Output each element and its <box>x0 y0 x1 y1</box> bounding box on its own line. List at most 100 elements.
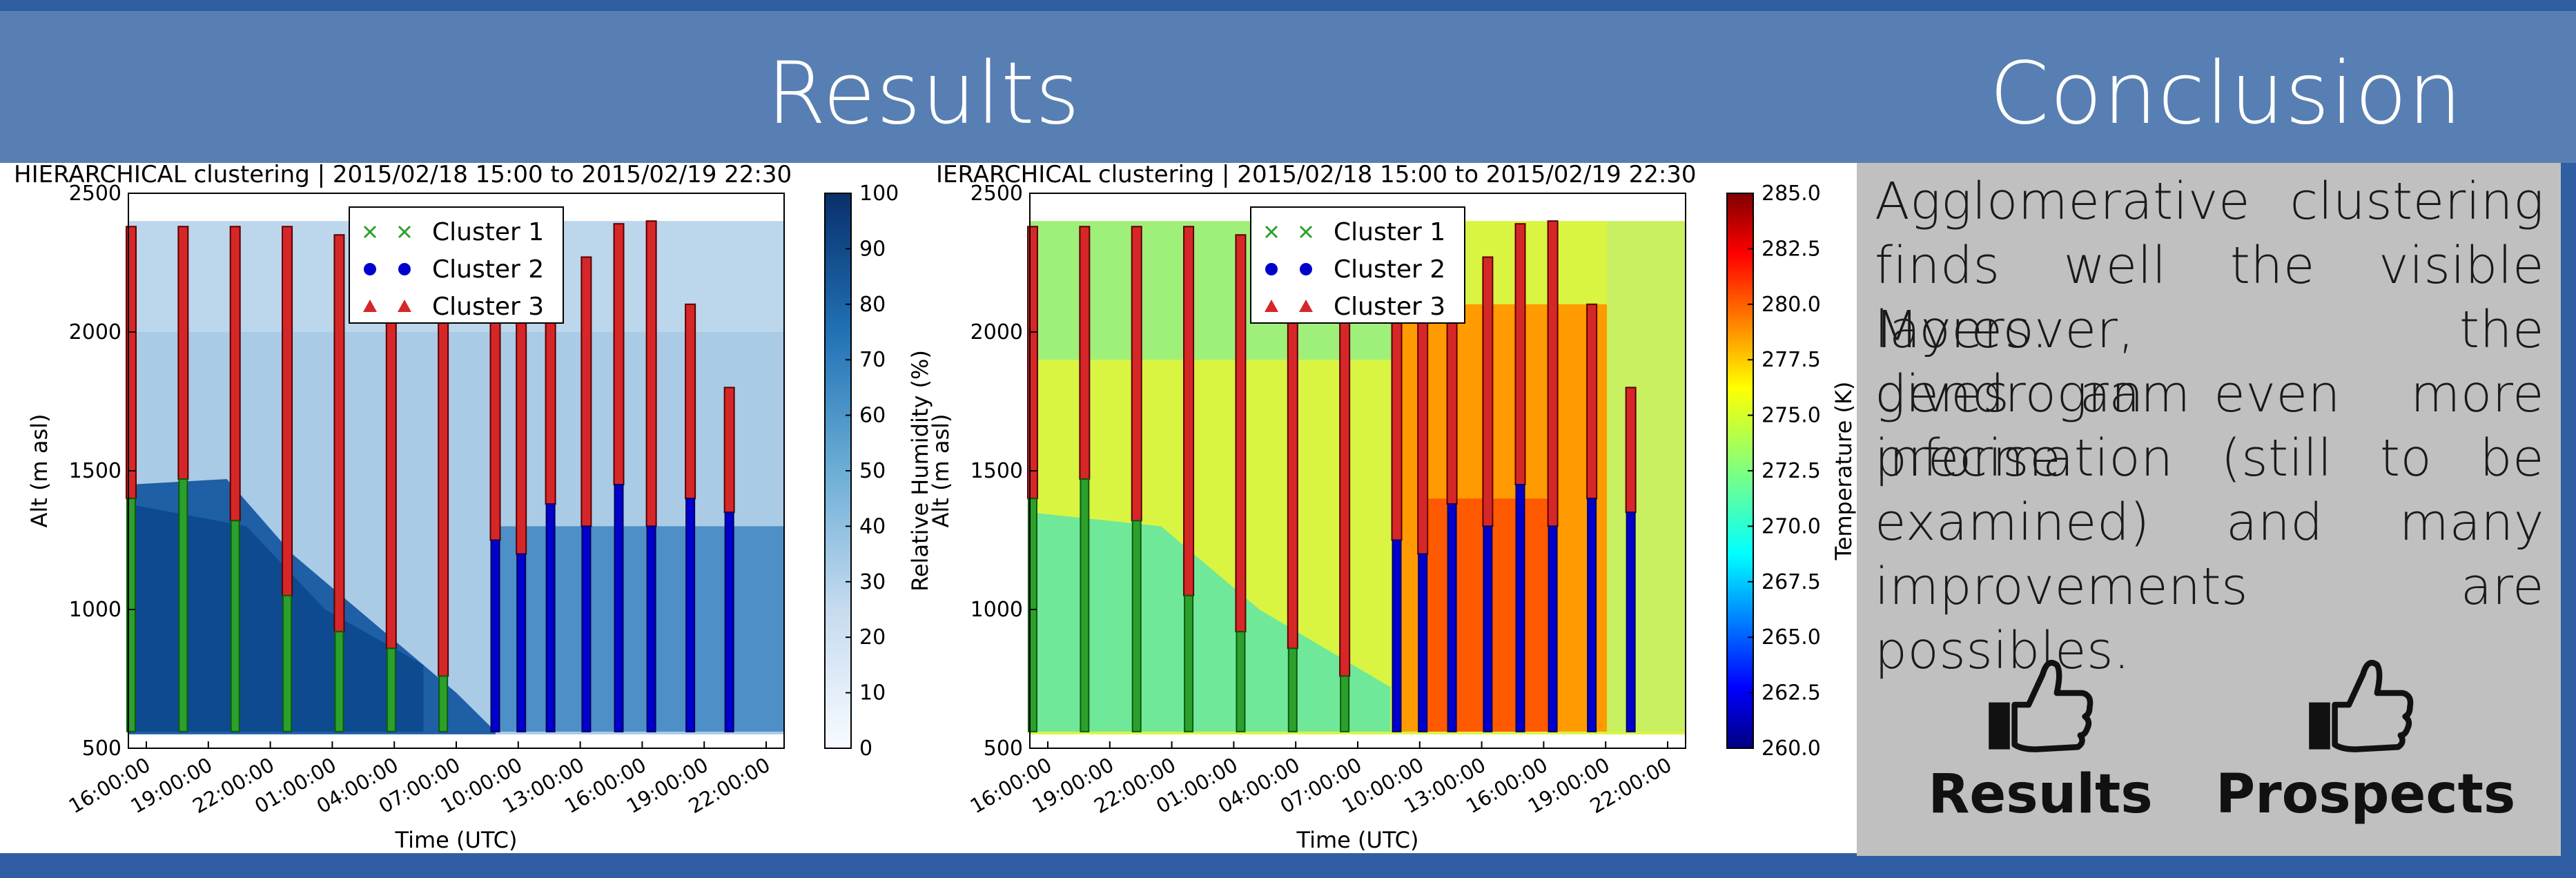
conclusion-line: Moreover, the dendrogram <box>1875 300 2544 424</box>
cluster-3-profile <box>1183 226 1195 596</box>
conclusion-line: gives an even more precise <box>1875 364 2544 488</box>
legend-marker-x <box>1299 225 1313 239</box>
colorbar: 0 10 20 30 40 50 60 70 80 90 100 Relative Humidity … <box>824 182 933 761</box>
colorbar-tick-label: 100 <box>859 182 899 206</box>
conclusion-title: Conclusion <box>1989 44 2463 144</box>
cluster-1-profile <box>386 647 396 732</box>
cluster-2-profile <box>1418 553 1428 732</box>
cluster-1-profile <box>438 675 449 732</box>
legend-box <box>349 206 564 324</box>
x-axis-label: Time (UTC) <box>1296 827 1419 853</box>
cluster-2-profile <box>1626 511 1636 732</box>
cluster-1-profile <box>1236 631 1246 732</box>
results-title: Results <box>766 44 1081 144</box>
cluster-3-profile <box>1586 303 1598 500</box>
cluster-3-profile <box>177 226 189 480</box>
thumbs-up-icon <box>1989 659 2094 752</box>
prospects-thumb: Prospects <box>2216 646 2516 826</box>
conclusion-line: improvements are possibles. <box>1875 557 2544 681</box>
cluster-2-profile <box>581 525 592 732</box>
cluster-2-profile <box>1515 484 1525 732</box>
y-tick-label: 1500 <box>970 459 1023 483</box>
cluster-1-profile <box>282 594 293 732</box>
heatmap-cell <box>128 734 784 748</box>
cluster-3-profile <box>723 387 735 514</box>
colorbar-label: Temperature (K) <box>1831 382 1857 561</box>
cluster-1-profile <box>230 520 240 732</box>
cluster-2-profile <box>1392 539 1402 732</box>
y-tick-label: 1000 <box>970 598 1023 622</box>
humidity-chart: HIERARCHICAL clustering | 2015/02/18 15:… <box>14 161 933 853</box>
colorbar-tick-label: 0 <box>859 736 872 761</box>
header-band: Results Conclusion <box>0 11 2576 163</box>
colorbar-tick-label: 260.0 <box>1762 736 1821 761</box>
results-label: Results <box>1928 763 2153 826</box>
legend-marker-triangle <box>363 300 377 312</box>
charts-figure: HIERARCHICAL clustering | 2015/02/18 15:… <box>14 161 1857 853</box>
cluster-2-profile <box>1447 503 1457 732</box>
cluster-3-profile <box>333 234 345 633</box>
bottom-band <box>0 856 2576 878</box>
legend-marker-triangle <box>398 300 411 312</box>
cluster-1-profile <box>1080 478 1090 732</box>
cluster-2-profile <box>646 525 656 732</box>
cluster-3-profile <box>1482 256 1494 527</box>
cluster-1-profile <box>1131 520 1142 732</box>
charts-panel: HIERARCHICAL clustering | 2015/02/18 15:… <box>0 161 1857 853</box>
cluster-1-profile <box>1287 647 1298 732</box>
conclusion-line: finds well the visible layers. <box>1875 236 2544 360</box>
legend-marker-triangle <box>1265 300 1278 312</box>
legend-marker-dot <box>1300 263 1312 275</box>
cluster-3-profile <box>282 226 293 596</box>
legend-label: Cluster 3 <box>1334 293 1445 321</box>
cluster-3-profile <box>580 256 592 527</box>
cluster-2-profile <box>1548 525 1558 732</box>
colorbar-tick-label: 282.5 <box>1762 237 1821 261</box>
legend-label: Cluster 3 <box>432 293 544 321</box>
heatmap-cell <box>496 526 784 732</box>
heatmap-cell <box>1030 734 1686 748</box>
cluster-2-profile <box>516 553 527 732</box>
legend-marker-dot <box>398 263 411 275</box>
legend-marker-dot <box>1265 263 1278 275</box>
cluster-2-profile <box>1587 498 1597 732</box>
colorbar-tick-label: 280.0 <box>1762 293 1821 317</box>
colorbar-tick-label: 70 <box>859 348 886 372</box>
legend-marker-x <box>1265 225 1278 239</box>
x-axis-label: Time (UTC) <box>395 827 518 853</box>
conclusion-line: information (still to be <box>1875 429 2544 488</box>
colorbar-tick-label: 265.0 <box>1762 625 1821 650</box>
cluster-3-profile <box>1079 226 1091 480</box>
colorbar-tick-label: 20 <box>859 625 886 650</box>
cluster-1-profile <box>1184 594 1194 732</box>
legend-marker-triangle <box>1299 300 1313 312</box>
conclusion-panel: Agglomerative clustering finds well the v… <box>1857 163 2561 856</box>
cluster-2-profile <box>1483 525 1493 732</box>
colorbar-tick-label: 285.0 <box>1762 182 1821 206</box>
cluster-3-profile <box>613 223 625 486</box>
prospects-label: Prospects <box>2216 763 2516 826</box>
y-tick-label: 2500 <box>970 182 1023 206</box>
cluster-2-profile <box>685 498 696 732</box>
y-tick-label: 500 <box>984 736 1023 761</box>
cluster-2-profile <box>545 503 556 732</box>
colorbar-tick-label: 10 <box>859 681 886 705</box>
legend-box <box>1250 206 1465 324</box>
temperature-chart: IERARCHICAL clustering | 2015/02/18 15:0… <box>928 161 1857 853</box>
y-tick-label: 500 <box>82 736 121 761</box>
legend-label: Cluster 2 <box>432 255 544 284</box>
colorbar-tick-label: 267.5 <box>1762 570 1821 594</box>
colorbar-tick-label: 262.5 <box>1762 681 1821 705</box>
cluster-2-profile <box>724 511 734 732</box>
legend: Cluster 1 Cluster 2 Cluster 3 <box>349 206 564 324</box>
legend: Cluster 1 Cluster 2 Cluster 3 <box>1250 206 1465 324</box>
chart-title: IERARCHICAL clustering | 2015/02/18 15:0… <box>936 163 1697 188</box>
legend-marker-x <box>363 225 377 239</box>
y-tick-label: 2500 <box>69 182 121 206</box>
colorbar-tick-label: 80 <box>859 293 886 317</box>
legend-label: Cluster 2 <box>1334 255 1445 284</box>
results-thumb: Results <box>1923 646 2158 826</box>
y-tick-label: 2000 <box>970 320 1023 344</box>
colorbar: 260.0 262.5 265.0 267.5 270.0 272.5 275.0 277.5… <box>1726 182 1857 761</box>
cluster-2-profile <box>490 539 500 732</box>
